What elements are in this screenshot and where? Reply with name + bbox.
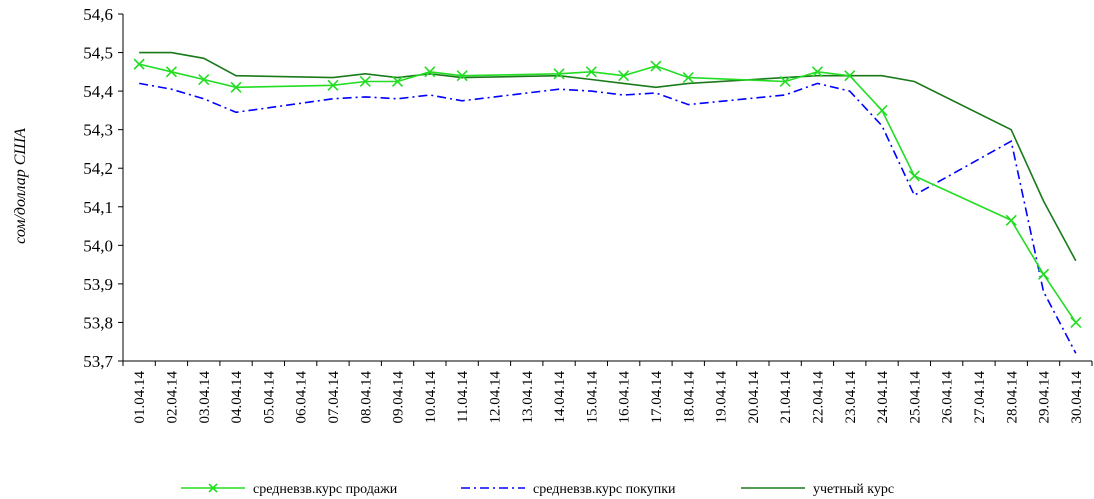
data-point-marker <box>876 104 888 116</box>
marker-stroke <box>553 68 565 80</box>
marker-stroke <box>1005 214 1017 226</box>
data-point-marker <box>650 60 662 72</box>
data-point-marker <box>553 68 565 80</box>
data-point-marker <box>585 66 597 78</box>
x-tick-label: 09.04.14 <box>391 371 407 424</box>
marker-stroke <box>585 66 597 78</box>
x-tick-label: 27.04.14 <box>972 371 988 424</box>
marker-stroke <box>456 70 468 82</box>
series-line-3 <box>139 51 1077 262</box>
x-tick-label: 05.04.14 <box>261 371 277 424</box>
x-axis-ticks: 01.04.14 02.04.14 03.04.14 04.04.14 05.04.14… <box>122 361 1093 424</box>
data-point-marker <box>327 79 339 91</box>
data-point-marker <box>1005 214 1017 226</box>
data-point-marker <box>424 66 436 78</box>
marker-stroke <box>1037 268 1050 280</box>
series-line-2 <box>139 82 1077 354</box>
marker-stroke <box>1070 316 1082 329</box>
marker-stroke <box>908 170 920 182</box>
marker-stroke <box>165 66 178 78</box>
x-tick-label: 17.04.14 <box>649 371 665 424</box>
data-point-marker <box>1037 268 1050 280</box>
marker-stroke <box>391 75 404 88</box>
x-tick-label: 10.04.14 <box>423 371 439 424</box>
data-point-marker <box>811 66 824 78</box>
marker-stroke <box>650 60 662 72</box>
marker-stroke <box>811 66 824 78</box>
x-tick-label: 08.04.14 <box>358 371 374 424</box>
x-tick-label: 11.04.14 <box>455 371 471 423</box>
data-point-marker <box>165 66 178 78</box>
marker-stroke <box>844 70 856 82</box>
data-point-marker <box>198 73 210 86</box>
legend-label-3: учетный курс <box>813 482 894 497</box>
x-tick-label: 16.04.14 <box>617 371 633 424</box>
data-point-marker <box>456 70 468 82</box>
x-tick-label: 04.04.14 <box>229 371 245 424</box>
marker-stroke <box>133 58 145 70</box>
data-point-marker <box>133 58 145 70</box>
x-tick-label: 20.04.14 <box>746 371 762 424</box>
data-point-marker <box>359 75 371 88</box>
x-tick-label: 18.04.14 <box>681 371 697 424</box>
legend: средневзв.курс продажи средневзв.курс пок… <box>181 482 894 497</box>
legend-marker <box>208 483 218 493</box>
y-axis-ticks: 53,7 53,8 53,9 54,0 54,1 54,2 54,3 54,4 54,5 54,6 <box>83 5 123 371</box>
axes <box>122 14 1092 362</box>
legend-label-2: средневзв.курс покупки <box>533 482 676 497</box>
y-tick-label: 53,9 <box>83 275 113 294</box>
x-tick-label: 14.04.14 <box>552 371 568 424</box>
y-tick-label: 54,5 <box>83 44 113 63</box>
x-tick-label: 28.04.14 <box>1004 371 1020 424</box>
x-tick-label: 02.04.14 <box>164 371 180 424</box>
x-tick-label: 29.04.14 <box>1037 371 1053 424</box>
x-tick-label: 15.04.14 <box>584 371 600 424</box>
y-axis-label: сом/доллар США <box>12 128 29 244</box>
data-point-marker <box>844 70 856 82</box>
series-lines <box>133 51 1082 354</box>
y-tick-label: 54,4 <box>83 82 113 101</box>
x-tick-label: 13.04.14 <box>520 371 536 424</box>
x-tick-label: 03.04.14 <box>197 371 213 424</box>
x-tick-label: 24.04.14 <box>875 371 891 424</box>
data-point-marker <box>618 70 630 82</box>
y-tick-label: 54,0 <box>83 236 113 255</box>
marker-stroke <box>682 72 694 84</box>
marker-stroke <box>230 81 242 93</box>
data-point-marker <box>908 170 920 182</box>
x-tick-label: 01.04.14 <box>132 371 148 424</box>
y-tick-label: 54,3 <box>83 121 113 140</box>
data-point-marker <box>391 75 404 88</box>
x-tick-label: 22.04.14 <box>810 371 826 424</box>
x-tick-label: 06.04.14 <box>294 371 310 424</box>
x-tick-label: 19.04.14 <box>714 371 730 424</box>
y-tick-label: 54,2 <box>83 159 113 178</box>
y-tick-label: 54,6 <box>83 5 113 24</box>
x-tick-label: 23.04.14 <box>843 371 859 424</box>
y-tick-label: 54,1 <box>83 198 113 217</box>
marker-stroke <box>618 70 630 82</box>
marker-stroke <box>359 75 371 88</box>
marker-stroke <box>424 66 436 78</box>
x-tick-label: 12.04.14 <box>487 371 503 424</box>
x-tick-label: 30.04.14 <box>1069 371 1085 424</box>
legend-label-1: средневзв.курс продажи <box>253 482 398 497</box>
y-tick-label: 53,7 <box>83 352 113 371</box>
x-tick-label: 26.04.14 <box>940 371 956 424</box>
x-tick-label: 07.04.14 <box>326 371 342 424</box>
marker-stroke <box>779 75 791 88</box>
data-point-marker <box>1070 316 1082 329</box>
data-point-marker <box>779 75 791 88</box>
marker-stroke <box>198 73 210 86</box>
series-line-1 <box>139 63 1077 323</box>
marker-stroke <box>876 104 888 116</box>
y-tick-label: 53,8 <box>83 313 113 332</box>
x-tick-label: 25.04.14 <box>907 371 923 424</box>
marker-stroke <box>327 79 339 91</box>
data-point-marker <box>230 81 242 93</box>
x-tick-label: 21.04.14 <box>778 371 794 424</box>
data-point-marker <box>682 72 694 84</box>
